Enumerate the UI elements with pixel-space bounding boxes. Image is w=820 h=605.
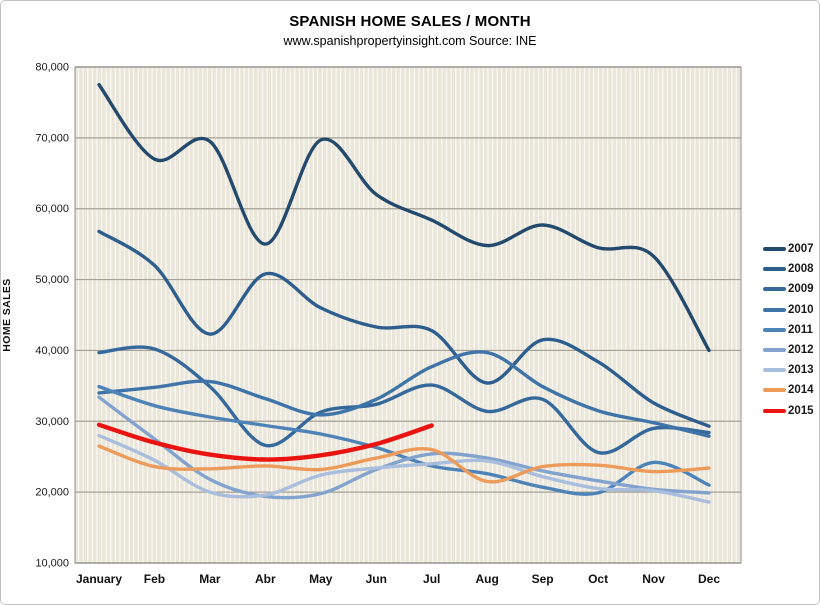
x-tick-label-abr: Abr xyxy=(255,572,276,586)
legend-label-2009: 2009 xyxy=(788,283,814,296)
legend-swatch-2013 xyxy=(763,368,786,373)
legend: 2007 2008 2009 2010 2011 2012 2013 2014 2015 xyxy=(763,239,819,421)
x-tick-label-january: January xyxy=(76,572,122,586)
x-tick-label-oct: Oct xyxy=(588,572,608,586)
legend-item-2007: 2007 xyxy=(763,239,819,259)
legend-item-2013: 2013 xyxy=(763,360,819,380)
x-tick-label-jul: Jul xyxy=(423,572,440,586)
legend-label-2011: 2011 xyxy=(788,323,813,336)
legend-item-2012: 2012 xyxy=(763,340,819,360)
x-tick-label-feb: Feb xyxy=(144,572,165,586)
legend-item-2011: 2011 xyxy=(763,320,819,340)
legend-swatch-2007 xyxy=(763,247,786,252)
legend-item-2009: 2009 xyxy=(763,279,819,299)
y-tick-label-30000: 30,000 xyxy=(35,416,69,428)
x-tick-label-mar: Mar xyxy=(199,572,221,586)
legend-swatch-2014 xyxy=(763,388,786,393)
legend-item-2010: 2010 xyxy=(763,300,819,320)
x-tick-label-dec: Dec xyxy=(698,572,720,586)
legend-label-2007: 2007 xyxy=(788,243,814,256)
x-tick-label-may: May xyxy=(309,572,333,586)
legend-label-2015: 2015 xyxy=(788,404,814,417)
series-line-2007 xyxy=(97,83,711,353)
legend-label-2010: 2010 xyxy=(788,303,814,316)
legend-label-2008: 2008 xyxy=(788,263,814,276)
y-tick-label-40000: 40,000 xyxy=(35,345,69,357)
x-tick-label-aug: Aug xyxy=(476,572,499,586)
plot-border xyxy=(74,66,742,564)
legend-label-2014: 2014 xyxy=(788,384,814,397)
series-line-2010 xyxy=(97,350,711,438)
series-line-2015 xyxy=(96,422,434,462)
x-tick-label-jun: Jun xyxy=(366,572,387,586)
legend-swatch-2010 xyxy=(763,307,786,312)
series-line-2013 xyxy=(97,433,711,504)
y-tick-label-60000: 60,000 xyxy=(35,203,69,215)
x-tick-label-nov: Nov xyxy=(642,572,665,586)
series-line-2009 xyxy=(97,345,711,455)
x-tick-label-sep: Sep xyxy=(532,572,554,586)
legend-label-2013: 2013 xyxy=(788,364,814,377)
legend-label-2012: 2012 xyxy=(788,344,814,357)
legend-swatch-2009 xyxy=(763,287,786,292)
y-tick-label-50000: 50,000 xyxy=(35,274,69,286)
chart-subtitle: www.spanishpropertyinsight.com Source: I… xyxy=(283,34,537,48)
chart-title: SPANISH HOME SALES / MONTH xyxy=(289,13,531,30)
series-line-2008 xyxy=(97,229,711,428)
legend-swatch-2012 xyxy=(763,348,786,353)
legend-swatch-2011 xyxy=(763,327,786,332)
y-tick-label-20000: 20,000 xyxy=(35,487,69,499)
y-tick-label-70000: 70,000 xyxy=(35,132,69,144)
legend-item-2014: 2014 xyxy=(763,380,819,400)
legend-item-2008: 2008 xyxy=(763,259,819,279)
y-tick-label-10000: 10,000 xyxy=(35,558,69,570)
y-tick-label-80000: 80,000 xyxy=(35,62,69,74)
legend-item-2015: 2015 xyxy=(763,401,819,421)
legend-swatch-2015 xyxy=(763,408,786,413)
series-line-2014 xyxy=(97,444,711,484)
legend-swatch-2008 xyxy=(763,267,786,272)
